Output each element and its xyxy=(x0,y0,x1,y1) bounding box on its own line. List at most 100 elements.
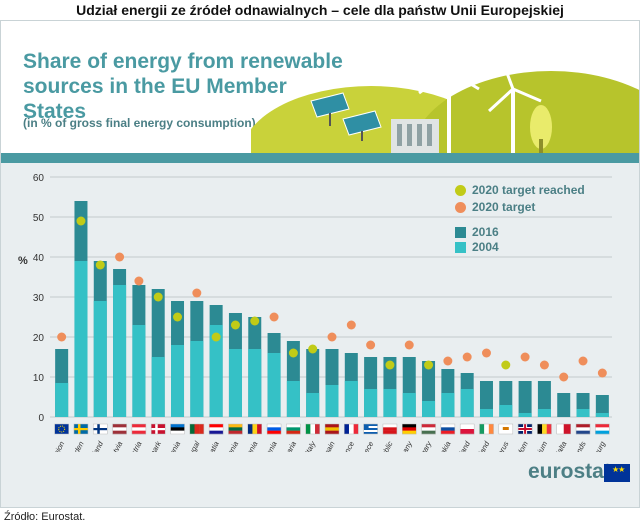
x-tick-label: Sweden xyxy=(65,440,86,452)
target-reached-marker xyxy=(153,292,163,302)
x-tick-label: Poland xyxy=(453,439,472,452)
x-tick-label: Spain xyxy=(320,440,337,452)
x-tick-label: Greece xyxy=(356,440,375,452)
bar-2004 xyxy=(325,385,339,417)
target-marker xyxy=(327,332,337,342)
bar-2004 xyxy=(441,393,455,417)
target-marker xyxy=(404,340,414,350)
country-flag-icon xyxy=(363,423,378,435)
bar-2004 xyxy=(537,409,551,417)
country-flag-icon xyxy=(189,423,205,435)
bar-2004 xyxy=(74,261,88,417)
x-tick-label: Estonia xyxy=(163,440,183,452)
x-tick-label: Croatia xyxy=(202,440,221,452)
bar-2004 xyxy=(499,405,513,417)
target-marker xyxy=(192,288,202,298)
bar-2004 xyxy=(383,389,397,417)
bar-2004 xyxy=(595,413,609,417)
country-flag-icon xyxy=(170,423,185,435)
x-tick-label: Belgium xyxy=(529,440,550,452)
target-marker xyxy=(481,348,491,358)
bar-2004 xyxy=(576,409,590,417)
country-flag-icon xyxy=(93,423,108,435)
y-tick-label: 20 xyxy=(33,333,45,344)
target-reached-marker xyxy=(501,360,511,370)
solar-panel-icon xyxy=(310,92,382,141)
x-tick-label: Malta xyxy=(552,440,569,452)
legend-reached-label: 2020 target reached xyxy=(472,183,585,197)
target-marker xyxy=(269,312,279,322)
target-marker xyxy=(346,320,356,330)
x-tick-label: Bulgaria xyxy=(277,440,298,452)
country-flag-icon xyxy=(73,423,89,435)
legend-2004-swatch xyxy=(455,242,466,253)
banner-divider xyxy=(1,153,639,163)
x-tick-label: Austria xyxy=(124,440,143,452)
target-marker xyxy=(578,356,588,366)
bar-2004 xyxy=(190,341,204,417)
dam-icon xyxy=(391,119,439,153)
chart-subtitle: (in % of gross final energy consumption) xyxy=(23,116,256,130)
x-tick-label: Denmark xyxy=(141,439,164,452)
target-marker xyxy=(57,332,67,342)
x-tick-label: Lithuania xyxy=(218,440,240,452)
x-tick-label: Cyprus xyxy=(491,440,510,452)
y-tick-label: 60 xyxy=(33,173,45,184)
country-flag-icon xyxy=(131,423,147,435)
target-marker xyxy=(559,372,569,382)
x-tick-label: France xyxy=(337,440,356,452)
legend-2004-label: 2004 xyxy=(472,240,499,254)
country-flag-icon xyxy=(150,423,166,435)
country-flag-icon xyxy=(421,423,436,435)
bar-2004 xyxy=(460,389,474,417)
bar-2004 xyxy=(209,325,223,417)
bar-2016 xyxy=(595,395,609,417)
x-tick-label: Latvia xyxy=(107,440,124,452)
target-marker xyxy=(443,356,453,366)
bar-2004 xyxy=(55,383,69,417)
country-flag-icon xyxy=(498,423,514,435)
country-flag-icon xyxy=(517,423,533,435)
bar-2004 xyxy=(286,381,300,417)
banner: Share of energy from renewable sources i… xyxy=(1,21,639,153)
bar-2016 xyxy=(557,393,571,417)
page-heading: Udział energii ze źródeł odnawialnych – … xyxy=(76,2,564,18)
country-flag-icon xyxy=(208,423,224,435)
country-flag-icon xyxy=(575,423,591,435)
y-tick-label: 10 xyxy=(33,373,45,384)
wind-turbine-icon xyxy=(418,34,542,153)
bar-2004 xyxy=(113,285,127,417)
country-flag-icon xyxy=(286,423,301,435)
country-flag-icon xyxy=(54,423,69,435)
country-flag-icon xyxy=(324,423,340,435)
y-tick-label: 40 xyxy=(33,253,45,264)
x-tick-label: Hungary xyxy=(412,439,434,452)
target-reached-marker xyxy=(76,216,86,226)
bar-2004 xyxy=(364,389,378,417)
bar-2016 xyxy=(518,381,532,417)
bar-2004 xyxy=(402,393,416,417)
bar-2016 xyxy=(479,381,493,417)
bar-2004 xyxy=(93,301,107,417)
country-flag-icon xyxy=(479,423,494,435)
source-note: Źródło: Eurostat. xyxy=(4,511,86,523)
bar-2004 xyxy=(306,393,320,417)
bar-2004 xyxy=(132,325,146,417)
bar-2004 xyxy=(248,349,262,417)
legend-2016-label: 2016 xyxy=(472,225,499,239)
target-reached-marker xyxy=(211,332,221,342)
y-tick-label: 0 xyxy=(38,413,44,424)
target-reached-marker xyxy=(230,320,240,330)
eu-flag-icon: ★★ xyxy=(604,464,630,482)
target-marker xyxy=(597,368,607,378)
bar-2004 xyxy=(171,345,185,417)
bar-2016 xyxy=(537,381,551,417)
country-flag-icon xyxy=(440,423,456,435)
target-reached-marker xyxy=(424,360,434,370)
bar-2004 xyxy=(518,413,532,417)
x-tick-label: Romania xyxy=(237,440,259,452)
eurostat-logo: eurostat xyxy=(528,460,611,483)
legend-reached-dot xyxy=(455,185,466,196)
target-marker xyxy=(520,352,530,362)
country-flag-icon xyxy=(401,423,417,435)
